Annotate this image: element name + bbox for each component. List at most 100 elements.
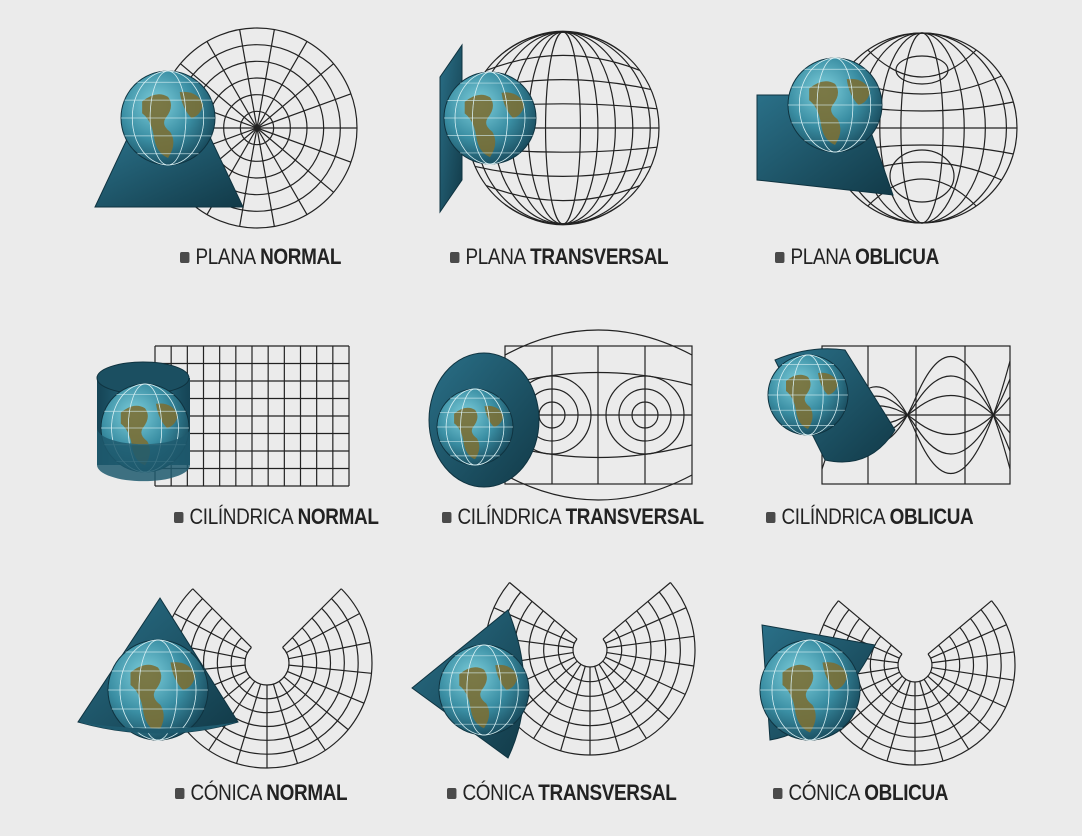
grid-line <box>256 127 334 193</box>
globe-meridian <box>777 354 839 436</box>
grid-line <box>239 29 258 129</box>
continent-americas <box>809 81 841 145</box>
grid-line <box>509 582 578 640</box>
continent-americas <box>459 667 490 729</box>
grid-line <box>288 641 371 660</box>
label-word: CILÍNDRICA <box>781 504 886 529</box>
continent-americas <box>130 664 164 733</box>
bullet-icon <box>775 251 785 263</box>
cone-rim <box>78 722 238 734</box>
grid-line <box>282 588 342 648</box>
continent-africa <box>484 405 504 427</box>
continent-africa <box>170 662 196 690</box>
grid-ellipse <box>895 55 949 85</box>
globe-meridian <box>771 639 849 741</box>
label-variant: TRANSVERSAL <box>565 504 704 529</box>
grid-line <box>206 41 258 129</box>
label-word: CÓNICA <box>462 780 535 805</box>
projection-grids <box>154 27 1018 769</box>
cylinder-front-band <box>97 428 190 482</box>
grid-curve <box>504 329 693 356</box>
globe-meridian <box>119 639 197 741</box>
grid-line <box>256 29 275 129</box>
grid-curve <box>897 653 933 683</box>
grid-curve <box>485 185 641 202</box>
projection-surfaces-front <box>78 428 238 734</box>
grid-line <box>180 63 258 129</box>
label-conica-transversal: CÓNICA TRANSVERSAL <box>447 778 677 808</box>
grid-curve <box>244 647 290 686</box>
label-word: CÓNICA <box>190 780 263 805</box>
continent-africa <box>818 372 838 395</box>
grid-line <box>602 582 671 640</box>
label-cilindrica-transversal: CILÍNDRICA TRANSVERSAL <box>442 502 704 532</box>
bullet-icon <box>180 251 190 263</box>
grid-line <box>287 670 365 704</box>
grid-line <box>256 127 308 215</box>
grid-line <box>605 607 687 644</box>
label-variant: NORMAL <box>297 504 379 529</box>
globe-meridian <box>449 644 519 736</box>
grid-line <box>930 671 1006 708</box>
grid-line <box>560 666 586 751</box>
continent-americas <box>142 94 174 158</box>
bullet-icon <box>766 511 776 523</box>
label-variant: NORMAL <box>266 780 348 805</box>
label-word: PLANA <box>790 244 851 269</box>
label-plana-oblicua: PLANA OBLICUA <box>775 242 939 272</box>
grid-line <box>256 93 352 129</box>
grid-line <box>533 664 582 739</box>
label-variant: OBLICUA <box>855 244 939 269</box>
grid-line <box>174 612 248 654</box>
grid-curve <box>485 54 641 71</box>
grid-line <box>192 588 252 648</box>
label-variant: NORMAL <box>260 244 342 269</box>
continent-africa <box>501 92 525 118</box>
label-variant: OBLICUA <box>889 504 974 529</box>
label-word: CÓNICA <box>788 780 861 805</box>
grid-line <box>860 679 907 750</box>
continent-africa <box>846 78 871 105</box>
bullet-icon <box>174 511 184 523</box>
grid-line <box>838 600 903 655</box>
grid-line <box>598 664 647 739</box>
grid-line <box>606 651 694 667</box>
label-word: CILÍNDRICA <box>457 504 562 529</box>
label-conica-normal: CÓNICA NORMAL <box>175 778 348 808</box>
label-plana-normal: PLANA NORMAL <box>180 242 341 272</box>
grid-curve <box>867 49 977 78</box>
continent-africa <box>822 662 848 690</box>
grid-line <box>931 666 1014 681</box>
grid-curve <box>572 638 608 668</box>
grid-line <box>602 660 670 720</box>
continent-africa <box>179 91 204 118</box>
continent-americas <box>464 94 496 158</box>
grid-line <box>239 127 258 227</box>
grid-line <box>839 675 903 732</box>
grid-curve <box>867 178 977 207</box>
label-word: PLANA <box>465 244 526 269</box>
label-cilindrica-normal: CILÍNDRICA NORMAL <box>174 502 379 532</box>
bullet-icon <box>175 787 185 799</box>
continent-americas <box>782 664 816 733</box>
label-word: PLANA <box>195 244 256 269</box>
grid-line <box>823 624 900 659</box>
label-conica-oblicua: CÓNICA OBLICUA <box>773 778 948 808</box>
grid-line <box>288 664 372 674</box>
bullet-icon <box>447 787 457 799</box>
grid-line <box>606 635 695 649</box>
grid-line <box>283 676 349 731</box>
grid-line <box>256 63 334 129</box>
continent-africa <box>495 664 518 690</box>
grid-line <box>256 127 352 163</box>
grid-line <box>927 600 992 655</box>
bullet-icon <box>442 511 452 523</box>
grid-line <box>605 656 686 695</box>
label-variant: TRANSVERSAL <box>538 780 677 805</box>
grid-line <box>927 675 991 732</box>
grid-line <box>594 666 620 751</box>
bullet-icon <box>773 787 783 799</box>
grid-curve <box>505 204 621 226</box>
label-plana-transversal: PLANA TRANSVERSAL <box>450 242 669 272</box>
label-variant: OBLICUA <box>864 780 949 805</box>
